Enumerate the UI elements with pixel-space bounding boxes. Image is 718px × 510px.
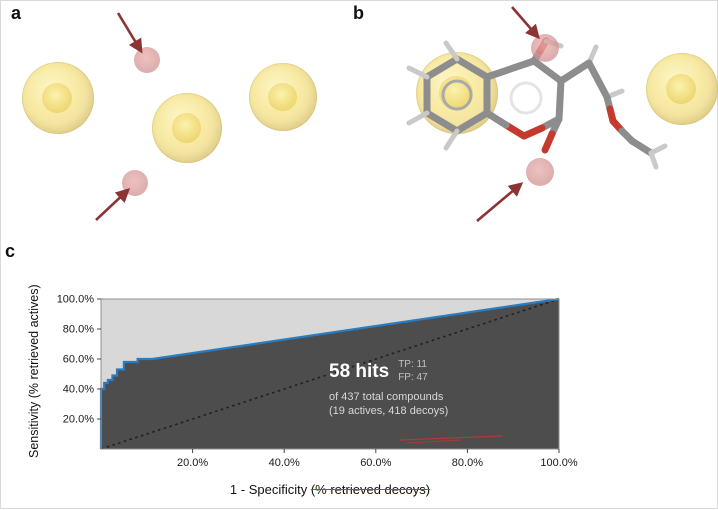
actives-decoys-text: (19 actives, 418 decoys) bbox=[329, 405, 449, 417]
panel-a-pharmacophore: a bbox=[1, 1, 349, 239]
y-tick-label: 100.0% bbox=[57, 294, 95, 306]
roc-curve-line bbox=[99, 297, 560, 449]
panel-c-label: c bbox=[5, 241, 16, 261]
molecule-structure bbox=[406, 37, 668, 170]
plot-border bbox=[100, 298, 560, 450]
y-tick-label: 80.0% bbox=[63, 324, 94, 336]
y-tick-label: 60.0% bbox=[63, 354, 94, 366]
x-axis-title-main: 1 - Specificity bbox=[229, 482, 311, 497]
hydrophobic-sphere bbox=[152, 93, 222, 163]
random-diagonal-line bbox=[100, 298, 560, 450]
panel-a-label: a bbox=[11, 3, 22, 23]
red-arrow-icon bbox=[95, 188, 131, 221]
x-axis-title: 1 - Specificity (% retrieved decoys) bbox=[101, 482, 559, 497]
roc-plot: 20.0% 40.0% 60.0% 80.0% 100.0% 20.0% 40.0% 60.0… bbox=[57, 294, 578, 470]
fp-count: FP: 47 bbox=[398, 371, 428, 383]
annotation-arrows bbox=[95, 12, 143, 221]
x-tick-label: 20.0% bbox=[177, 457, 208, 469]
hbond-acceptor-sphere bbox=[526, 158, 554, 186]
x-tick-label: 40.0% bbox=[269, 457, 300, 469]
panel-c-roc-chart: c Sensitivity (% retrieved actives) 20.0… bbox=[1, 239, 718, 510]
total-compounds-text: of 437 total compounds bbox=[329, 391, 444, 403]
red-arrow-icon bbox=[116, 12, 143, 54]
hydrophobic-sphere bbox=[22, 62, 94, 134]
annotation-arrows bbox=[476, 6, 540, 222]
red-arrow-icon bbox=[511, 6, 540, 40]
panel-b-ligand-mapping: b bbox=[349, 1, 718, 239]
y-tick-label: 40.0% bbox=[63, 384, 94, 396]
x-tick-label: 60.0% bbox=[360, 457, 391, 469]
hydrophobic-sphere bbox=[646, 53, 718, 125]
x-axis-title-struck: (% retrieved decoys) bbox=[310, 482, 431, 497]
struck-out-text-marks bbox=[398, 435, 504, 444]
tp-count: TP: 11 bbox=[398, 359, 427, 370]
x-tick-label: 100.0% bbox=[540, 457, 578, 469]
red-arrow-icon bbox=[476, 182, 524, 222]
y-tick-label: 20.0% bbox=[63, 414, 94, 426]
x-tick-label: 80.0% bbox=[452, 457, 483, 469]
hit-annotation: 58 hits TP: 11 FP: 47 of 437 total compo… bbox=[329, 359, 448, 417]
hydrophobic-sphere bbox=[249, 63, 317, 131]
tp-fp-counts: TP: 11 FP: 47 bbox=[398, 359, 427, 384]
panel-b-label: b bbox=[353, 3, 364, 23]
hits-count: 58 hits bbox=[329, 360, 390, 382]
